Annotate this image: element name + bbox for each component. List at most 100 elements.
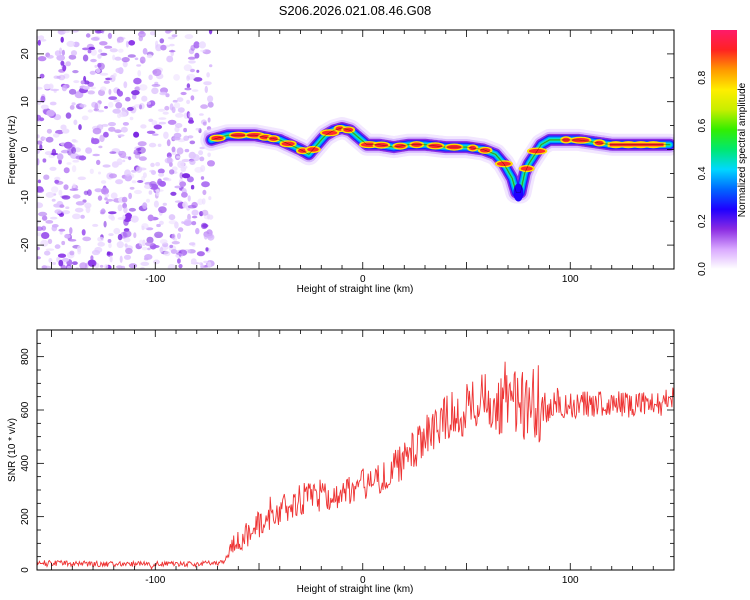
noise-blob [97, 53, 102, 59]
noise-blob [171, 241, 180, 245]
noise-blob [116, 241, 124, 249]
noise-blob [184, 34, 194, 40]
noise-blob [112, 108, 121, 114]
trace-hotspot [372, 141, 391, 149]
noise-blob [58, 189, 63, 196]
noise-blob [169, 43, 175, 47]
noise-blob [63, 184, 69, 190]
noise-blob [109, 255, 113, 263]
noise-blob [73, 119, 78, 126]
trace-hotspot [209, 134, 226, 142]
trace-hotspot [409, 141, 425, 149]
noise-blob [109, 173, 117, 179]
noise-blob [104, 193, 110, 198]
noise-blob [176, 97, 184, 102]
noise-blob [129, 186, 135, 190]
noise-blob [37, 187, 45, 193]
noise-blob [159, 38, 165, 44]
noise-blob [142, 202, 148, 210]
noise-blob [187, 135, 194, 139]
noise-blob [63, 167, 70, 174]
noise-blob [187, 204, 197, 209]
noise-blob [117, 90, 123, 97]
noise-blob [160, 44, 167, 51]
trace-hotspot [477, 146, 493, 154]
y-tick-label: 200 [20, 508, 31, 525]
noise-blob [195, 227, 200, 235]
noise-blob [65, 206, 70, 209]
noise-blob [122, 159, 126, 163]
noise-blob [186, 83, 191, 89]
noise-blob [98, 49, 103, 53]
noise-blob [201, 209, 209, 216]
noise-blob [128, 192, 133, 200]
noise-blob [37, 179, 42, 184]
noise-blob [188, 60, 196, 64]
noise-blob [101, 30, 105, 34]
spectrogram-y-axis-label: Frequency (Hz) [7, 116, 18, 185]
noise-blob [190, 258, 197, 265]
noise-blob [170, 191, 177, 196]
noise-blob [108, 96, 118, 100]
noise-blob [91, 249, 101, 256]
noise-blob [37, 39, 41, 46]
noise-blob [137, 141, 147, 147]
noise-blob [130, 215, 139, 223]
noise-blob [186, 176, 194, 183]
noise-blob [84, 202, 92, 209]
noise-blob [171, 233, 176, 240]
x-tick-label: -100 [145, 274, 165, 285]
noise-blob [118, 67, 124, 75]
noise-blob [148, 74, 153, 81]
colorbar-tick-label: 0.2 [697, 214, 708, 228]
noise-blob [148, 100, 156, 107]
noise-blob [95, 68, 101, 74]
noise-blob [116, 36, 124, 43]
noise-blob [113, 161, 123, 165]
noise-blob [156, 223, 161, 228]
noise-blob [158, 206, 167, 214]
noise-blob [198, 150, 204, 156]
spectrogram-noise-field [37, 30, 215, 269]
noise-blob [203, 81, 212, 86]
noise-blob [174, 102, 181, 109]
y-tick-label: -20 [20, 237, 31, 252]
noise-blob [167, 36, 176, 40]
noise-blob [186, 99, 191, 105]
noise-blob [152, 133, 159, 136]
noise-blob [131, 94, 137, 100]
noise-blob [174, 200, 183, 203]
noise-blob [129, 116, 134, 121]
noise-blob [188, 117, 194, 123]
noise-blob [72, 159, 80, 163]
snr-line [37, 361, 674, 570]
noise-blob [200, 176, 205, 180]
noise-blob [151, 244, 160, 249]
noise-blob [133, 232, 137, 239]
noise-blob [190, 184, 195, 190]
noise-blob [94, 64, 98, 68]
noise-blob [107, 239, 112, 243]
noise-blob [191, 89, 199, 92]
noise-blob [92, 127, 102, 135]
noise-blob [201, 181, 210, 188]
noise-blob [65, 112, 72, 119]
noise-blob [159, 239, 168, 245]
noise-blob [42, 136, 46, 140]
noise-blob [121, 107, 126, 112]
noise-blob [207, 261, 212, 269]
x-tick-label: 100 [562, 575, 579, 586]
noise-blob [203, 260, 208, 264]
noise-blob [115, 179, 124, 185]
noise-blob [206, 233, 214, 239]
noise-blob [65, 61, 71, 67]
noise-blob [159, 180, 166, 187]
noise-blob [134, 57, 139, 61]
snr-panel: -100 0 100 0 200 400 600 800 Height of straight… [7, 329, 675, 595]
y-tick-label: 20 [20, 48, 31, 60]
noise-blob [149, 181, 157, 188]
noise-blob [200, 262, 204, 269]
noise-blob [115, 102, 123, 109]
noise-blob [108, 242, 112, 249]
noise-blob [124, 169, 131, 177]
